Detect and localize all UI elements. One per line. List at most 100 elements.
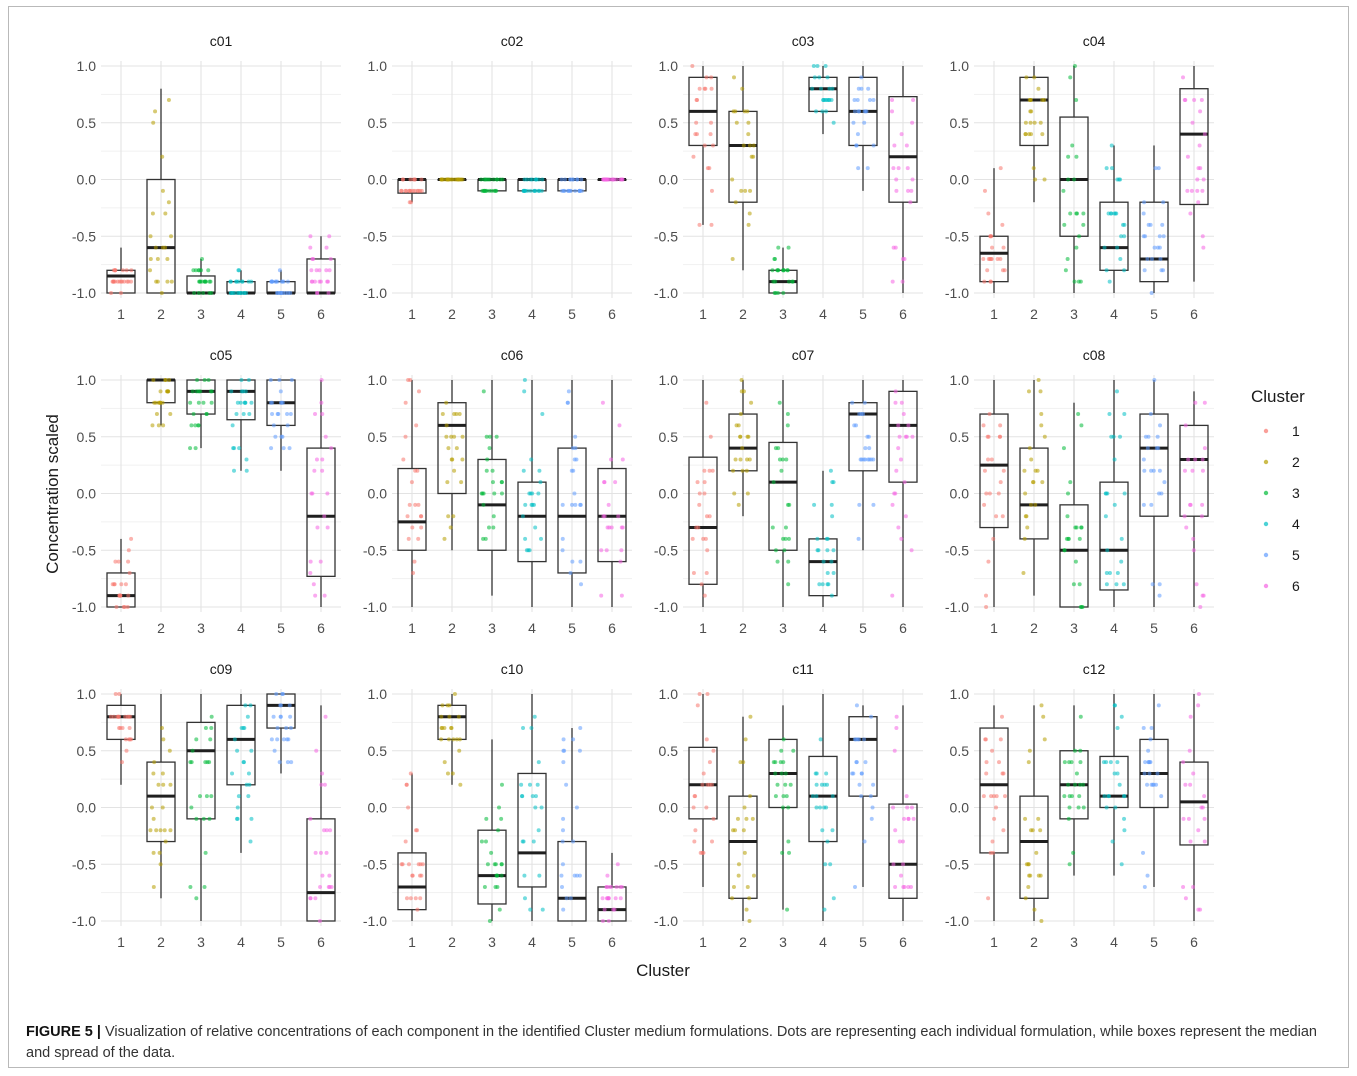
data-point — [705, 782, 710, 787]
data-point — [609, 525, 614, 530]
data-point — [786, 805, 791, 810]
data-point — [599, 593, 604, 598]
data-point — [191, 412, 196, 417]
data-point — [855, 132, 860, 137]
data-point — [111, 714, 116, 719]
data-point — [867, 98, 872, 103]
data-point — [828, 468, 833, 473]
legend-label: 2 — [1292, 454, 1300, 470]
data-point — [824, 98, 829, 103]
data-point — [491, 514, 496, 519]
data-point — [325, 279, 330, 284]
data-point — [533, 188, 538, 193]
data-point — [870, 805, 875, 810]
data-point — [1023, 120, 1028, 125]
data-point — [241, 412, 246, 417]
data-point — [815, 536, 820, 541]
data-point — [198, 794, 203, 799]
data-point — [237, 268, 242, 273]
data-point — [312, 468, 317, 473]
data-point — [1069, 760, 1074, 765]
data-point — [856, 166, 861, 171]
data-point — [493, 862, 498, 867]
data-point — [271, 714, 276, 719]
data-point — [451, 737, 456, 742]
data-point — [112, 279, 117, 284]
data-point — [745, 884, 750, 889]
data-point — [1078, 714, 1083, 719]
data-point — [894, 177, 899, 182]
data-point — [1073, 525, 1078, 530]
data-point — [278, 703, 283, 708]
data-point — [484, 816, 489, 821]
data-point — [530, 491, 535, 496]
data-point — [1192, 98, 1197, 103]
data-point — [1068, 75, 1073, 80]
data-point — [160, 771, 165, 776]
x-tick-label: 6 — [899, 306, 907, 322]
data-point — [193, 446, 198, 451]
data-point — [235, 805, 240, 810]
data-point — [1202, 132, 1207, 137]
data-point — [280, 291, 285, 295]
y-tick-label: 0.5 — [659, 743, 679, 759]
data-point — [620, 457, 625, 462]
x-tick-label: 3 — [488, 306, 496, 322]
data-point — [982, 502, 987, 507]
data-point — [786, 536, 791, 541]
data-point — [158, 400, 163, 405]
data-point — [614, 884, 619, 889]
data-point — [243, 389, 248, 394]
legend-swatch — [1263, 552, 1269, 558]
data-point — [854, 703, 859, 708]
data-point — [571, 468, 576, 473]
data-point — [1145, 256, 1150, 261]
data-point — [578, 726, 583, 731]
x-tick-label: 5 — [1150, 934, 1158, 950]
data-point — [1027, 748, 1032, 753]
box-iqr — [397, 852, 427, 911]
x-tick-label: 4 — [528, 620, 536, 636]
data-point — [1119, 559, 1124, 564]
data-point — [308, 234, 313, 239]
data-point — [313, 850, 318, 855]
data-point — [487, 446, 492, 451]
data-point — [1149, 502, 1154, 507]
data-point — [905, 805, 910, 810]
data-point — [129, 536, 134, 541]
data-point — [499, 862, 504, 867]
x-tick-label: 5 — [1150, 620, 1158, 636]
data-point — [201, 291, 206, 295]
data-point — [1077, 234, 1082, 239]
data-point — [820, 828, 825, 833]
y-tick-label: -0.5 — [654, 542, 678, 558]
data-point — [310, 491, 315, 496]
data-point — [819, 782, 824, 787]
data-point — [1027, 132, 1032, 137]
data-point — [1109, 434, 1114, 439]
data-point — [577, 748, 582, 753]
data-point — [615, 862, 620, 867]
y-tick-label: 0.0 — [368, 486, 388, 502]
data-point — [1122, 816, 1127, 821]
y-tick-label: -1.0 — [72, 599, 96, 615]
data-point — [275, 726, 280, 731]
data-point — [702, 468, 707, 473]
data-point — [1202, 400, 1207, 405]
data-point — [1183, 423, 1188, 428]
data-point — [1000, 514, 1005, 519]
data-point — [1002, 794, 1007, 799]
data-point — [519, 782, 524, 787]
y-tick-label: -1.0 — [72, 913, 96, 929]
caption-label: FIGURE 5 | — [26, 1024, 101, 1040]
x-tick-label: 1 — [990, 620, 998, 636]
data-point — [1119, 714, 1124, 719]
data-point — [479, 177, 484, 182]
data-point — [897, 434, 902, 439]
y-tick-label: -0.5 — [363, 856, 387, 872]
data-point — [313, 896, 318, 901]
data-point — [1074, 771, 1079, 776]
y-tick-label: 0.5 — [77, 115, 97, 131]
data-point — [460, 434, 465, 439]
data-point — [288, 726, 293, 731]
